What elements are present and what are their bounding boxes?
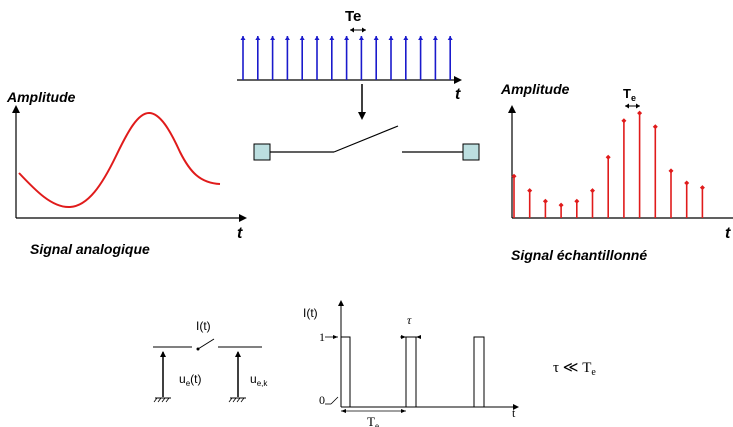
impulse-head [373, 36, 379, 40]
pulse-y-label: I(t) [303, 306, 318, 320]
sample-point [668, 168, 674, 174]
impulse-head [358, 36, 364, 40]
level-one-marker-arrow [333, 335, 338, 339]
impulse-axis-label: t [455, 86, 461, 103]
analog-x-label: t [237, 225, 243, 242]
tau-relation: τ ≪ Te [553, 360, 596, 378]
sampler-input-box [253, 143, 271, 161]
sampled-caption: Signal échantillonné [511, 247, 647, 263]
impulse-head [403, 36, 409, 40]
sampler-switch-block [253, 125, 480, 161]
impulse-head [314, 36, 320, 40]
sample-point [684, 180, 690, 186]
input-ground-symbol [153, 397, 171, 403]
impulse-train [240, 36, 453, 80]
sample-point [605, 154, 611, 160]
analog-caption: Signal analogique [30, 241, 150, 257]
sample-point [652, 124, 658, 130]
sample-point [558, 202, 564, 208]
impulse-head [388, 36, 394, 40]
sampled-signal-plot: Amplitude Te t Signal échantillonné [500, 81, 733, 263]
impulse-head [344, 36, 350, 40]
impulse-period-label: Te [345, 8, 361, 25]
impulse-head [418, 36, 424, 40]
sampled-period-arrow [625, 103, 640, 109]
analog-y-label: Amplitude [6, 89, 76, 105]
sample-point [590, 188, 595, 194]
sampled-x-label: t [725, 225, 731, 242]
sample-point [637, 110, 643, 116]
sample-point [574, 198, 580, 204]
sample-point [511, 173, 517, 179]
impulse-head [329, 36, 335, 40]
circuit-switch-pivot [196, 347, 200, 351]
analog-signal-curve [18, 111, 221, 209]
impulse-train-plot: Te t [237, 8, 462, 103]
impulse-head [240, 36, 246, 40]
circuit-switch-label: I(t) [196, 319, 211, 333]
impulse-head [447, 36, 453, 40]
sampled-y-label: Amplitude [500, 81, 570, 97]
impulse-head [255, 36, 261, 40]
output-ground-symbol [228, 397, 246, 403]
pulse-plot: I(t) t 1 0 τ Te [303, 300, 519, 427]
pulse-period-label: Te [367, 414, 379, 427]
sample-point [699, 185, 705, 191]
pulse-level-zero-label: 0 [319, 393, 325, 407]
impulse-head [299, 36, 305, 40]
pulse-period-arrow [341, 409, 406, 413]
impulse-head [284, 36, 290, 40]
circuit-switch-blade [197, 338, 215, 350]
sample-point [542, 198, 548, 204]
pulse-x-label: t [512, 406, 516, 420]
pulse-width-label: τ [407, 313, 412, 327]
impulse-head [270, 36, 276, 40]
sampled-signal-stems [511, 110, 705, 218]
input-voltage-label: ue(t) [179, 372, 201, 388]
analog-signal-plot: Amplitude t Signal analogique [6, 89, 247, 257]
level-zero-marker-slant [330, 396, 339, 405]
pulse-waveform [340, 336, 485, 408]
sampled-period-label: Te [623, 86, 636, 103]
sample-hold-circuit: I(t) ue(t) ue,k [153, 319, 268, 403]
sampler-output-box [462, 143, 480, 161]
pulse-level-one-label: 1 [319, 330, 325, 344]
sampler-switch-blade [333, 125, 399, 153]
sample-point [527, 188, 533, 194]
impulse-head [432, 36, 438, 40]
output-voltage-label: ue,k [250, 372, 268, 388]
impulse-period-arrow [350, 27, 366, 33]
pulse-width-arrow [400, 335, 421, 339]
sample-point [621, 118, 627, 124]
